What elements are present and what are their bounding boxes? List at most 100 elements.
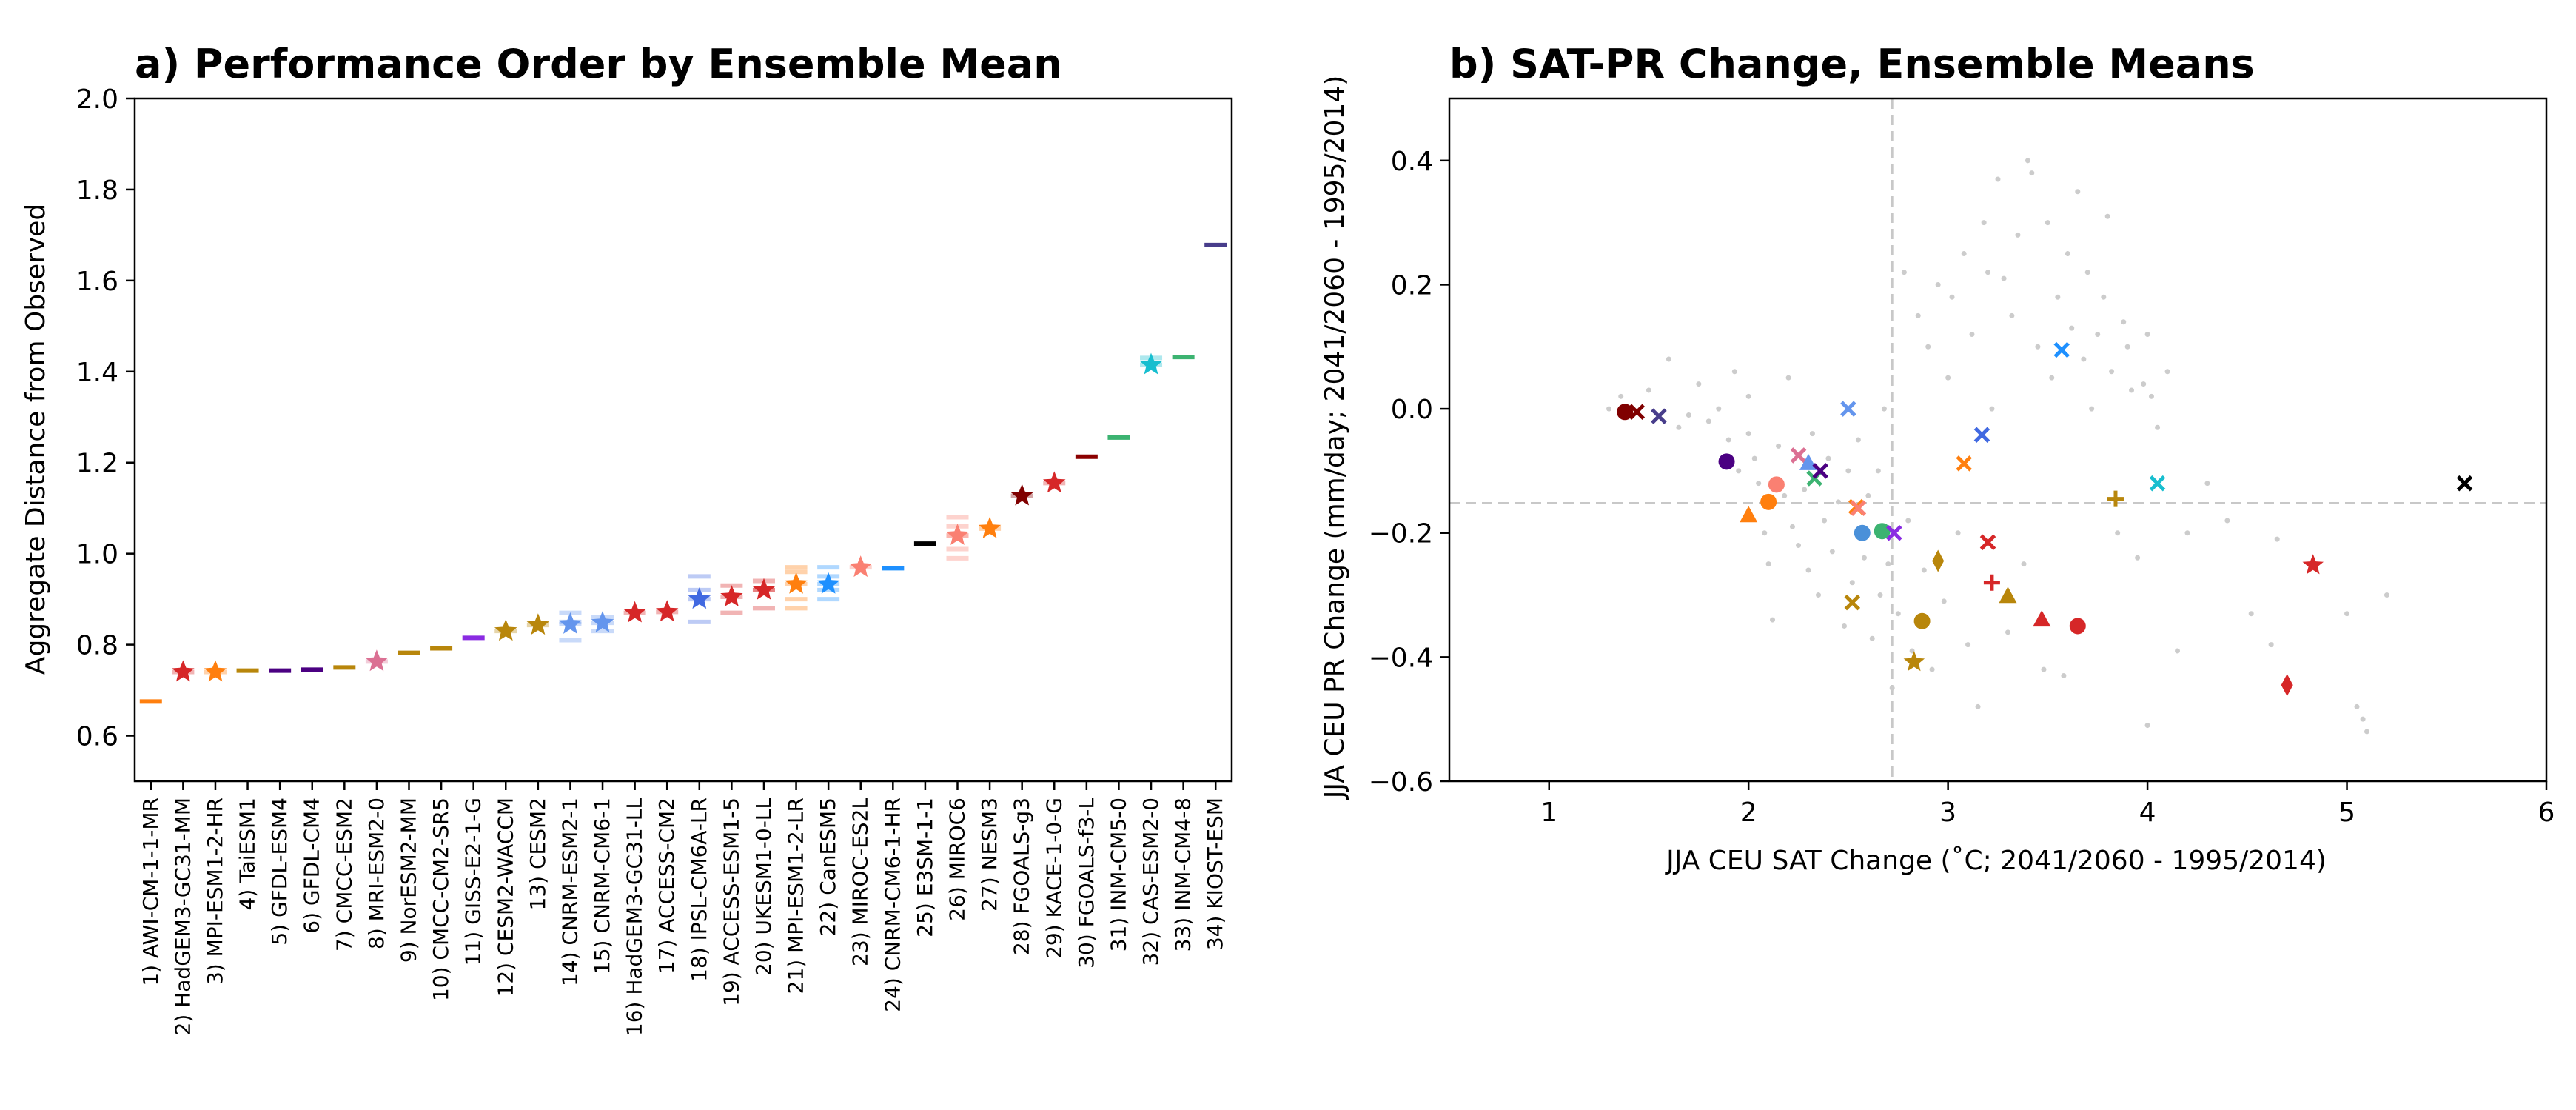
panel-a-mean-star — [623, 601, 646, 623]
panel-b-member-point — [1696, 381, 1702, 387]
panel-b-mean-point — [1850, 500, 1867, 516]
panel-b-member-point — [1905, 518, 1911, 524]
panel-a-x-tick-label: 15) CNRM-CM6-1 — [590, 798, 614, 974]
panel-b-member-point — [1716, 406, 1722, 412]
panel-a-mean-star — [752, 578, 776, 600]
panel-b-mean-point — [1629, 404, 1646, 421]
panel-a-ensemble-mean-markers — [139, 242, 1227, 704]
panel-b-member-point — [1875, 468, 1881, 474]
panel-b-member-point — [1776, 443, 1782, 449]
panel-b-mean-point — [2053, 341, 2070, 358]
panel-b-member-point — [1736, 468, 1742, 474]
panel-b-member-point — [2129, 387, 2135, 393]
panel-b-member-point — [1756, 481, 1762, 487]
panel-b-mean-point — [1979, 534, 1996, 551]
panel-b-member-point — [1829, 549, 1835, 555]
panel-b-member-point — [1618, 393, 1624, 399]
panel-a-x-tick-label: 19) ACCESS-ESM1-5 — [719, 798, 743, 1006]
panel-b-member-point — [1925, 344, 1931, 350]
panel-b-member-point — [1782, 492, 1788, 498]
panel-b-mean-point — [1651, 408, 1667, 424]
panel-b-member-point — [2001, 275, 2007, 281]
panel-a-x-tick-label: 10) CMCC-CM2-SR5 — [429, 798, 453, 1001]
panel-b-member-point — [2224, 518, 2230, 524]
panel-b-member-point — [2015, 232, 2021, 238]
panel-b-member-point — [1745, 393, 1751, 399]
panel-a-x-tick-label: 12) CESM2-WACCM — [493, 798, 517, 997]
panel-b-mean-point — [1999, 586, 2017, 604]
panel-b-member-point — [2029, 170, 2035, 176]
panel-b-mean-point — [1790, 447, 1807, 464]
panel-a-y-tick-label: 2.0 — [76, 84, 118, 115]
panel-b-member-point — [1762, 530, 1768, 536]
panel-a-x-tick-label: 31) INM-CM5-0 — [1106, 798, 1130, 952]
panel-b-member-point — [1842, 623, 1848, 629]
panel-b-mean-point — [1886, 524, 1902, 541]
panel-b-member-point — [1805, 567, 1811, 573]
panel-b-member-point — [1969, 332, 1975, 338]
panel-a-x-tick-label: 9) NorESM2-MM — [397, 798, 421, 963]
panel-b-member-point — [1855, 437, 1861, 443]
panel-a-x-tick-label: 22) CanESM5 — [816, 798, 840, 936]
panel-b-x-axis-label: JJA CEU SAT Change (˚C; 2041/2060 - 1995… — [1665, 846, 2327, 876]
panel-b-y-tick-label: 0.4 — [1391, 147, 1433, 177]
panel-b-mean-point — [1854, 524, 1871, 541]
panel-a-mean-star — [1139, 352, 1163, 375]
panel-a-mean-star — [172, 660, 195, 682]
panel-a-x-ticks: 1) AWI-CM-1-1-MR 2) HadGEM3-GC31-MM 3) MPI… — [138, 781, 1227, 1036]
panel-a-y-tick-label: 1.8 — [76, 175, 118, 206]
panel-a-x-tick-label: 32) CAS-ESM2-0 — [1138, 798, 1163, 966]
panel-b-member-point — [2049, 375, 2055, 381]
panel-b-member-point — [2081, 356, 2087, 362]
panel-b-plot-frame — [1448, 97, 2548, 783]
panel-b-member-point — [1975, 703, 1981, 709]
panel-a-y-ticks: 0.6 0.8 1.0 1.2 1.4 1.6 1.8 2.0 — [76, 84, 135, 752]
panel-a-x-tick-label: 18) IPSL-CM6A-LR — [687, 798, 711, 982]
panel-a-x-tick-label: 34) KIOST-ESM — [1203, 798, 1227, 950]
panel-b-member-point — [1770, 617, 1776, 623]
panel-b-mean-point — [2107, 490, 2124, 507]
panel-a-x-tick-label: 25) E3SM-1-1 — [913, 798, 937, 937]
panel-b-member-point — [2141, 381, 2147, 387]
panel-a-mean-star — [559, 612, 582, 634]
panel-b-member-point — [2041, 666, 2047, 672]
panel-b-member-point — [2204, 481, 2210, 487]
panel-b-member-point — [1935, 281, 1941, 287]
panel-b-member-point — [2084, 270, 2090, 275]
panel-b-member-point — [1955, 530, 1961, 536]
panel-b-member-point — [2055, 294, 2061, 300]
panel-b-member-points — [1606, 158, 2389, 735]
panel-b-ensemble-mean-markers — [1617, 341, 2473, 697]
panel-a-mean-star — [688, 587, 711, 609]
panel-a-y-tick-label: 0.6 — [76, 722, 118, 752]
panel-b-x-tick-label: 4 — [2139, 798, 2156, 828]
panel-b-member-point — [1995, 176, 2001, 182]
panel-b-member-point — [2360, 716, 2366, 722]
panel-a-y-tick-label: 0.8 — [76, 631, 118, 661]
panel-b-x-tick-label: 2 — [1740, 798, 1757, 828]
panel-a-mean-star — [365, 649, 389, 672]
panel-a-x-tick-label: 26) MIROC6 — [945, 798, 970, 921]
panel-b-member-point — [1941, 598, 1947, 604]
panel-a-mean-star — [1010, 484, 1033, 506]
panel-a-x-tick-label: 33) INM-CM4-8 — [1171, 798, 1195, 952]
panel-a-x-tick-label: 21) MPI-ESM1-2-LR — [784, 798, 808, 994]
panel-b-mean-point — [2302, 554, 2324, 575]
panel-a-x-tick-label: 3) MPI-ESM1-2-HR — [203, 798, 227, 985]
panel-b-y-tick-label: 0.2 — [1391, 270, 1433, 301]
panel-a-mean-star — [978, 516, 1002, 538]
panel-b-mean-point — [2033, 610, 2051, 627]
panel-b-mean-point — [1760, 493, 1777, 510]
panel-b-member-point — [1809, 431, 1815, 437]
panel-b-y-tick-label: −0.6 — [1369, 767, 1433, 798]
panel-b-member-point — [1825, 455, 1831, 461]
panel-b-member-point — [1901, 270, 1907, 275]
panel-b-y-tick-label: −0.4 — [1369, 643, 1433, 673]
panel-b-mean-point — [1617, 404, 1634, 421]
panel-a-x-tick-label: 6) GFDL-CM4 — [300, 798, 324, 934]
panel-b-member-point — [2035, 344, 2041, 350]
panel-b-mean-point — [1983, 574, 2000, 591]
panel-b-mean-point — [1718, 453, 1735, 470]
panel-b-mean-point — [1840, 401, 1856, 417]
panel-a-x-tick-label: 7) CMCC-ESM2 — [332, 798, 356, 952]
